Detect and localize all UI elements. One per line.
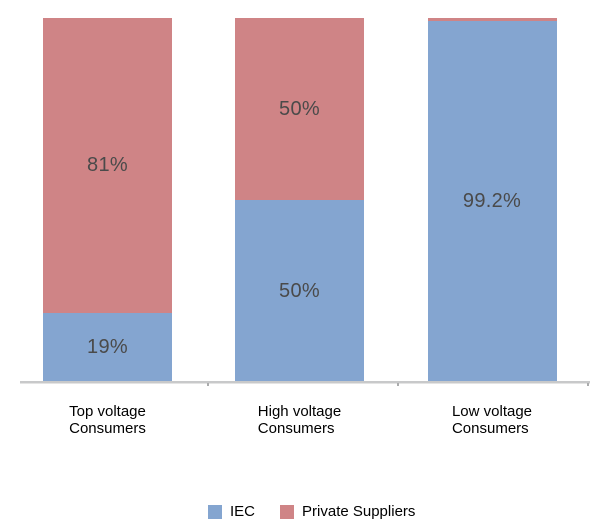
axis-tick [587,383,589,386]
bar-segment-iec: 19% [43,312,172,382]
data-label: 19% [87,335,128,358]
legend: IEC Private Suppliers [208,503,415,520]
data-label: 50% [279,279,320,302]
data-label: 81% [87,153,128,176]
bar-segment-iec: 50% [235,200,364,382]
bar-segment-iec: 99.2% [427,20,557,382]
axis-tick [207,383,209,386]
legend-label: IEC [230,503,256,520]
axis-tick [397,383,399,386]
category-label: High voltage Consumers [257,403,342,437]
data-label: 50% [279,97,320,120]
legend-swatch-iec [208,504,222,519]
x-axis-line [20,381,590,383]
category-label: Top voltage Consumers [69,403,146,437]
legend-swatch-private-suppliers [280,504,295,519]
bar-segment-private-suppliers [427,18,557,21]
data-label: 99.2% [462,189,522,212]
bar-segment-private-suppliers: 50% [235,18,364,200]
legend-label: Private Suppliers [302,503,416,520]
bar-segment-private-suppliers: 81% [43,18,172,313]
category-label: Low voltage Consumers [451,403,533,437]
